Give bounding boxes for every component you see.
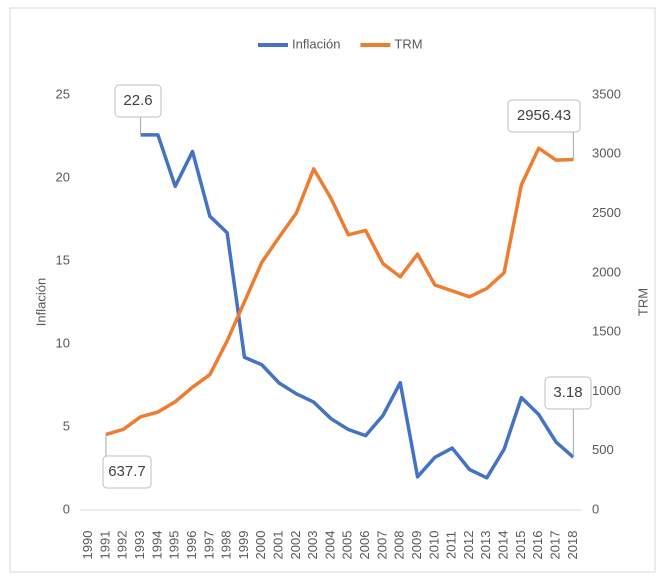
y2-tick-label: 2500 [592, 205, 621, 220]
y2-tick-label: 3000 [592, 146, 621, 161]
x-tick-label: 2007 [374, 531, 389, 560]
callout-box [507, 99, 581, 133]
x-tick-label: 2001 [271, 531, 286, 560]
x-tick-label: 1990 [80, 531, 95, 560]
x-tick-label: 1996 [184, 531, 199, 560]
x-tick-label: 1999 [236, 531, 251, 560]
y2-tick-label: 3500 [592, 86, 621, 101]
x-tick-label: 2014 [496, 531, 511, 560]
callout-box [102, 455, 152, 489]
data-label: 22.6 [123, 92, 152, 109]
y2-tick-label: 2000 [592, 264, 621, 279]
x-tick-label: 2006 [357, 531, 372, 560]
x-tick-label: 2017 [547, 531, 562, 560]
y2-tick-label: 1500 [592, 324, 621, 339]
x-tick-label: 1998 [219, 531, 234, 560]
x-tick-label: 2005 [340, 531, 355, 560]
data-label: 3.18 [553, 384, 582, 401]
legend-label: TRM [394, 36, 422, 51]
x-tick-label: 1992 [115, 531, 130, 560]
y-tick-label: 10 [56, 335, 70, 350]
x-tick-label: 2004 [322, 531, 337, 560]
x-tick-label: 2015 [513, 531, 528, 560]
data-label: 637.7 [108, 463, 146, 480]
x-tick-label: 1993 [132, 531, 147, 560]
x-tick-label: 2008 [392, 531, 407, 560]
x-tick-label: 2009 [409, 531, 424, 560]
x-tick-label: 1997 [201, 531, 216, 560]
y2-tick-label: 500 [592, 442, 614, 457]
series-line [140, 133, 575, 480]
x-tick-label: 2013 [478, 531, 493, 560]
x-tick-label: 1991 [97, 531, 112, 560]
y-tick-label: 5 [63, 418, 70, 433]
y2-tick-label: 1000 [592, 383, 621, 398]
x-tick-label: 1995 [167, 531, 182, 560]
callout-box [544, 376, 592, 410]
x-tick-label: 2010 [426, 531, 441, 560]
y-tick-label: 0 [63, 501, 70, 516]
x-tick-label: 2018 [565, 531, 580, 560]
x-tick-label: 2000 [253, 531, 268, 560]
x-tick-label: 2011 [444, 531, 459, 559]
y2-tick-label: 0 [592, 501, 599, 516]
x-tick-label: 2002 [288, 531, 303, 560]
y-axis-label: Inflación [33, 278, 48, 326]
x-tick-label: 2016 [530, 531, 545, 560]
data-label: 2956.43 [517, 107, 571, 124]
x-tick-label: 2012 [461, 531, 476, 560]
y-tick-label: 20 [56, 169, 70, 184]
y2-axis-label: TRM [635, 288, 650, 316]
x-tick-label: 2003 [305, 531, 320, 560]
y-tick-label: 15 [56, 252, 70, 267]
legend-label: Inflación [292, 36, 340, 51]
series-line [105, 146, 574, 437]
callout-box [114, 84, 162, 118]
y-tick-label: 25 [56, 86, 70, 101]
x-tick-label: 1994 [149, 531, 164, 560]
